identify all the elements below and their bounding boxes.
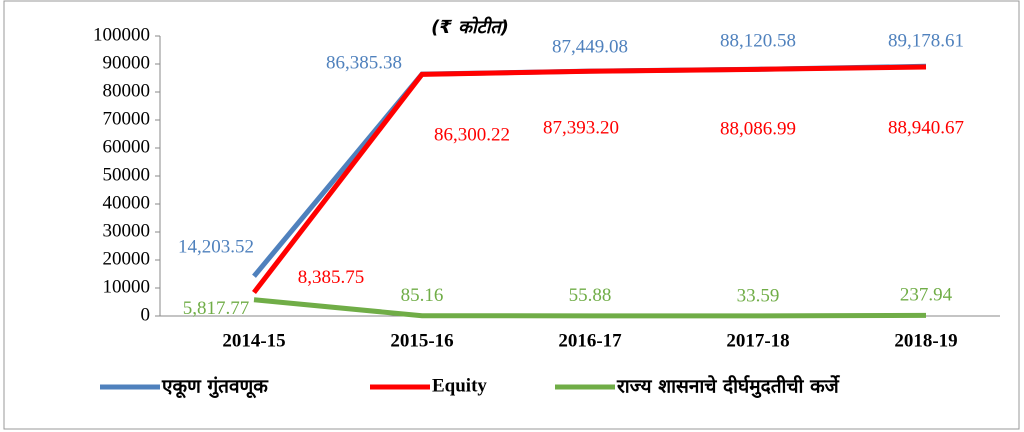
y-tick-label: 80000 <box>103 80 151 101</box>
data-label: 85.16 <box>401 285 444 306</box>
y-tick-label: 100000 <box>93 24 150 45</box>
data-label: 86,300.22 <box>434 125 510 146</box>
legend-label: Equity <box>432 375 487 396</box>
y-tick-label: 50000 <box>103 164 151 185</box>
y-tick-label: 10000 <box>103 276 151 297</box>
x-tick-label: 2015-16 <box>390 330 453 351</box>
data-label: 8,385.75 <box>298 267 365 288</box>
y-tick-label: 60000 <box>103 136 151 157</box>
x-tick-label: 2016-17 <box>558 330 622 351</box>
x-tick-label: 2018-19 <box>894 330 957 351</box>
y-tick-label: 40000 <box>103 192 151 213</box>
series-line <box>253 297 927 319</box>
y-tick-label: 90000 <box>103 52 151 73</box>
data-label: 88,120.58 <box>720 31 796 52</box>
y-tick-label: 0 <box>141 304 151 325</box>
data-label: 87,393.20 <box>543 118 619 139</box>
legend-label: राज्य शासनाचे दीर्घमुदतीची कर्जे <box>616 375 841 399</box>
data-label: 237.94 <box>900 285 953 306</box>
y-tick-label: 30000 <box>103 220 151 241</box>
x-tick-label: 2014-15 <box>222 330 285 351</box>
data-label: 55.88 <box>569 285 612 306</box>
data-label: 89,178.61 <box>888 31 964 52</box>
data-label: 88,086.99 <box>720 119 796 140</box>
data-label: 86,385.38 <box>326 52 402 73</box>
x-tick-label: 2017-18 <box>726 330 789 351</box>
data-label: 14,203.52 <box>178 237 254 258</box>
chart-subtitle: (₹ कोटीत) <box>431 16 509 38</box>
y-tick-label: 20000 <box>103 248 151 269</box>
y-tick-label: 70000 <box>103 108 151 129</box>
data-label: 33.59 <box>737 285 780 306</box>
legend-label: एकूण गुंतवणूक <box>161 376 269 399</box>
data-label: 87,449.08 <box>552 37 628 58</box>
data-label: 88,940.67 <box>888 117 964 138</box>
data-label: 5,817.77 <box>183 298 250 319</box>
series-line <box>252 64 927 295</box>
